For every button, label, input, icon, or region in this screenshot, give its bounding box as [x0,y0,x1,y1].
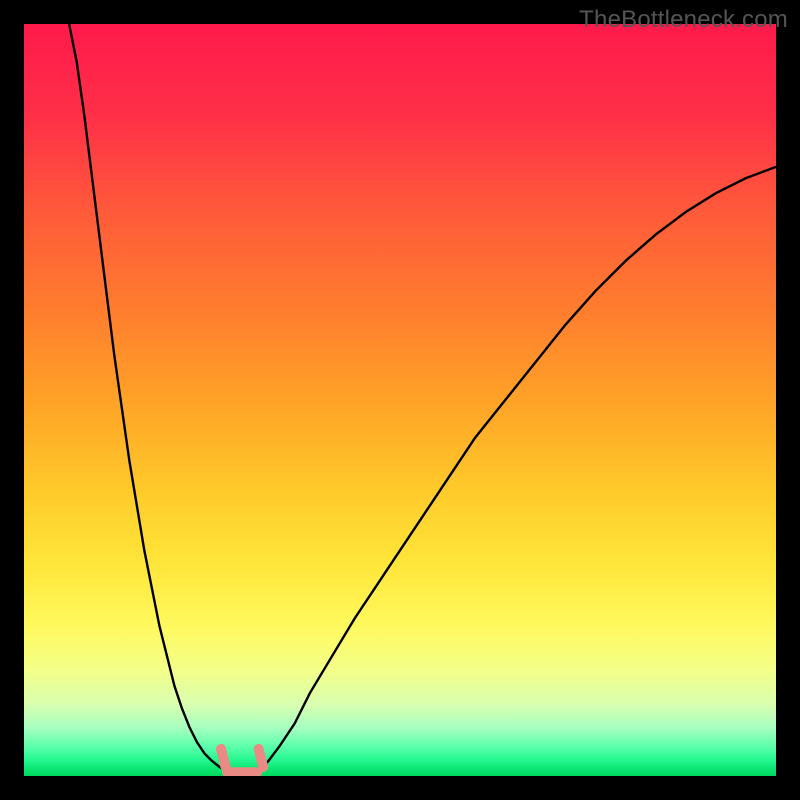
plot-area [24,24,776,776]
curve-left [69,24,223,769]
frame-left [0,0,24,800]
curves-layer [24,24,776,776]
valley-left-tick [221,749,226,767]
curve-right [261,167,776,769]
frame-right [776,0,800,800]
valley-markers [221,749,263,772]
frame-bottom [0,776,800,800]
chart-stage: TheBottleneck.com [0,0,800,800]
valley-right-tick [259,749,264,767]
watermark-text: TheBottleneck.com [579,6,788,34]
